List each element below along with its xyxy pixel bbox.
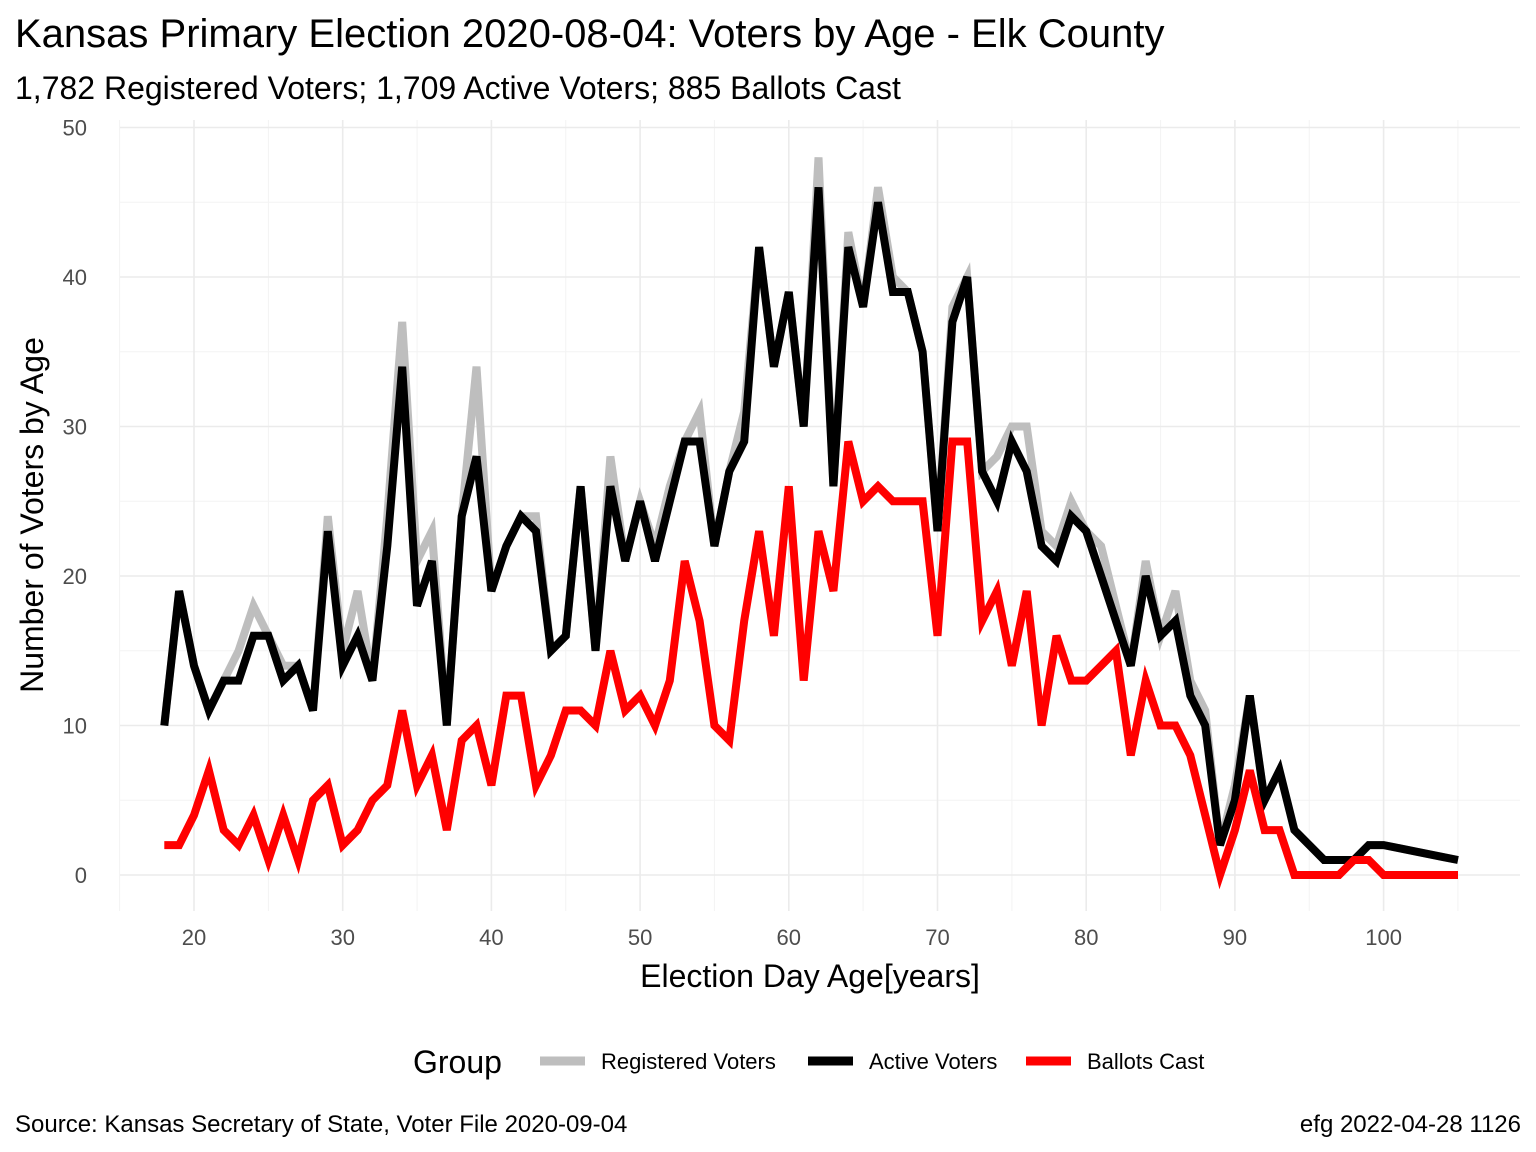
x-tick-label: 100 xyxy=(1365,925,1402,950)
y-tick-label: 50 xyxy=(63,116,87,141)
y-axis-title: Number of Voters by Age xyxy=(14,337,50,693)
series-line-active-voters xyxy=(160,187,1459,864)
x-tick-label: 30 xyxy=(330,925,354,950)
y-tick-label: 20 xyxy=(63,564,87,589)
y-tick-label: 0 xyxy=(75,863,87,888)
x-axis-title: Election Day Age[years] xyxy=(640,958,980,994)
credit-caption: efg 2022-04-28 1126 xyxy=(1300,1111,1521,1138)
x-tick-label: 50 xyxy=(628,925,652,950)
x-tick-label: 40 xyxy=(479,925,503,950)
y-axis-ticks: 0 10 20 30 40 50 xyxy=(63,116,87,889)
x-tick-label: 70 xyxy=(925,925,949,950)
x-tick-label: 60 xyxy=(777,925,801,950)
y-tick-label: 10 xyxy=(63,714,87,739)
x-tick-label: 20 xyxy=(182,925,206,950)
y-tick-label: 30 xyxy=(63,415,87,440)
legend: Group Registered Voters Active Voters Ball… xyxy=(413,1044,1204,1080)
legend-label-active-voters: Active Voters xyxy=(869,1049,997,1074)
chart-subtitle: 1,782 Registered Voters; 1,709 Active Vo… xyxy=(15,70,901,106)
source-caption: Source: Kansas Secretary of State, Voter… xyxy=(15,1111,627,1138)
legend-label-registered-voters: Registered Voters xyxy=(601,1049,776,1074)
y-tick-label: 40 xyxy=(63,265,87,290)
x-tick-label: 90 xyxy=(1223,925,1247,950)
x-axis-ticks: 20 30 40 50 60 70 80 90 100 xyxy=(182,925,1402,950)
legend-label-ballots-cast: Ballots Cast xyxy=(1087,1049,1204,1074)
x-tick-label: 80 xyxy=(1074,925,1098,950)
series-line-ballots-cast xyxy=(164,437,1458,890)
series-lines xyxy=(160,157,1459,890)
chart-title: Kansas Primary Election 2020-08-04: Vote… xyxy=(15,12,1164,56)
legend-title: Group xyxy=(413,1044,502,1080)
